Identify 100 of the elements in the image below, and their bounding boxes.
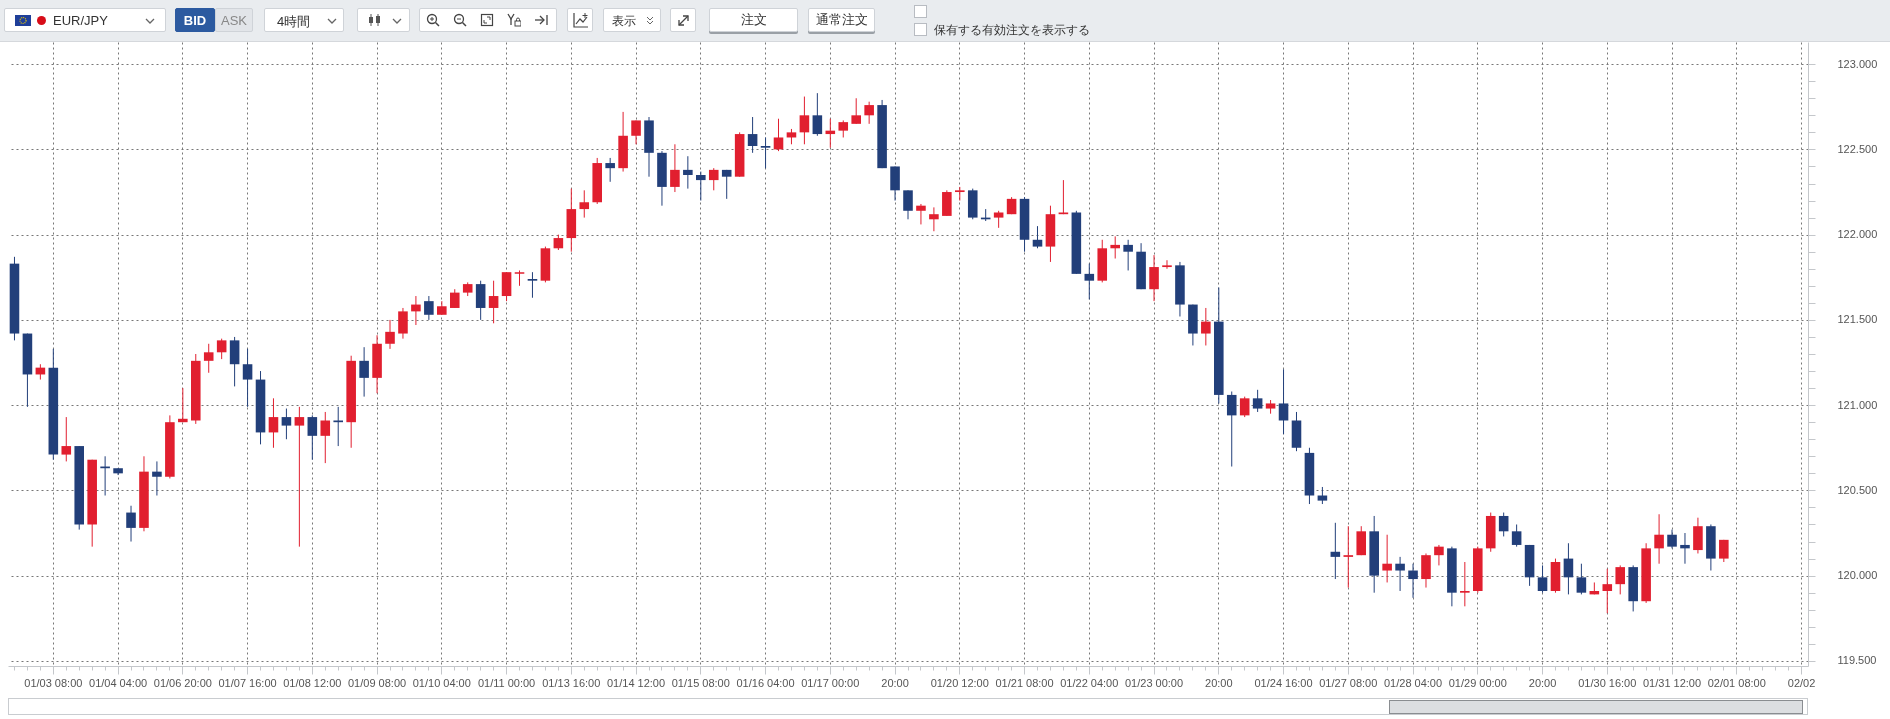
- x-tick-label: 01/08 12:00: [283, 676, 342, 689]
- y-tick-label: 122.000: [1837, 228, 1878, 241]
- candlestick: [488, 280, 499, 324]
- candlestick: [670, 143, 680, 193]
- candlestick: [903, 189, 913, 220]
- x-tick-label: 01/03 08:00: [24, 676, 83, 689]
- candlestick: [1498, 512, 1509, 537]
- x-tick-label: 01/27 08:00: [1319, 676, 1378, 689]
- candlestick: [398, 307, 408, 340]
- candlestick: [579, 189, 590, 219]
- x-tick-label: 02/02: [1787, 676, 1816, 689]
- candlestick: [1356, 525, 1367, 556]
- x-tick-label: 20:00: [1205, 676, 1233, 689]
- candlestick: [1226, 391, 1237, 468]
- candlestick: [320, 411, 331, 464]
- x-tick-label: 01/24 16:00: [1254, 676, 1313, 689]
- candlestick: [890, 165, 900, 202]
- candlestick: [359, 346, 369, 398]
- x-tick-label: 01/21 08:00: [995, 676, 1054, 689]
- candlestick: [203, 343, 214, 374]
- candlestick: [1654, 513, 1664, 565]
- x-tick-label: 01/13 16:00: [542, 676, 601, 689]
- candlestick: [916, 203, 926, 225]
- candlestick: [501, 271, 512, 302]
- y-tick-label: 123.000: [1837, 57, 1878, 70]
- text: 通常注文: [815, 11, 868, 29]
- candlestick: [61, 416, 72, 462]
- x-tick-label: 01/16 04:00: [736, 676, 795, 689]
- x-tick-label: 20:00: [881, 676, 909, 689]
- candlestick: [385, 319, 395, 350]
- candlestick: [683, 155, 693, 190]
- candlestick: [242, 348, 253, 408]
- candlestick: [1252, 389, 1263, 413]
- candlestick: [449, 288, 460, 309]
- text: 保有する有効注文を表示する: [934, 22, 1090, 39]
- x-tick-label: 01/23 00:00: [1124, 676, 1184, 689]
- chart-title: EUR/JPY: [53, 13, 108, 28]
- candlestick: [1330, 522, 1341, 580]
- candlestick: [178, 387, 188, 423]
- x-tick-label: 20:00: [1528, 676, 1557, 689]
- text: 注文: [740, 11, 767, 29]
- candlestick: [126, 505, 136, 543]
- candlestick: [307, 414, 318, 461]
- candlestick: [747, 116, 758, 154]
- y-tick-label: 121.000: [1837, 398, 1878, 411]
- candlestick: [411, 295, 421, 326]
- candlestick: [1343, 525, 1354, 589]
- x-tick-label: 01/14 12:00: [607, 676, 666, 689]
- candlestick: [1149, 254, 1159, 302]
- x-tick-label: 01/28 04:00: [1383, 676, 1443, 689]
- candlestick: [696, 171, 706, 202]
- candlestick: [708, 167, 719, 191]
- candlestick: [527, 271, 538, 299]
- candlestick: [1667, 529, 1677, 549]
- candlestick: [851, 97, 861, 125]
- candlestick: [1058, 179, 1069, 215]
- y-tick-label: 121.500: [1837, 313, 1878, 326]
- x-tick-label: 01/10 04:00: [412, 676, 471, 689]
- candlestick: [1693, 517, 1703, 554]
- candlestick: [1576, 563, 1587, 595]
- candlestick: [721, 169, 732, 200]
- candlestick: [1395, 556, 1405, 592]
- x-tick-label: 01/17 00:00: [801, 676, 860, 689]
- text: 表示: [612, 13, 636, 30]
- candlestick: [1162, 259, 1172, 270]
- x-tick-label: 01/04 04:00: [89, 676, 148, 689]
- candlestick: [424, 295, 434, 321]
- candlestick: [1084, 263, 1095, 300]
- candlestick: [514, 269, 525, 287]
- x-tick-label: 01/20 12:00: [930, 676, 989, 689]
- x-tick-label: 01/06 20:00: [153, 676, 212, 689]
- candlestick: [773, 118, 784, 152]
- candlestick: [1110, 235, 1120, 260]
- candlestick: [475, 280, 486, 321]
- candlestick: [281, 408, 292, 440]
- candlestick: [942, 189, 952, 217]
- candlestick: [1537, 564, 1548, 594]
- candlestick: [1382, 534, 1392, 583]
- candlestick: [799, 96, 810, 145]
- x-tick-label: 02/01 08:00: [1707, 676, 1766, 689]
- candlestick: [929, 206, 939, 232]
- y-tick-label: 120.000: [1837, 569, 1878, 582]
- candlestick: [1032, 225, 1043, 249]
- x-tick-label: 01/09 08:00: [348, 676, 407, 689]
- candlestick: [268, 397, 279, 449]
- candlestick: [333, 406, 344, 447]
- candlestick: [812, 92, 823, 137]
- candlestick: [1123, 239, 1133, 271]
- x-tick-label: 01/07 16:00: [218, 676, 277, 689]
- x-tick-label: 01/15 08:00: [671, 676, 730, 689]
- x-tick-label: 01/30 16:00: [1578, 676, 1637, 689]
- candlestick: [294, 406, 305, 548]
- x-tick-label: 01/11 00:00: [477, 676, 536, 689]
- candlestick: [1421, 552, 1431, 589]
- candlestick: [1511, 523, 1522, 548]
- x-tick-label: 01/29 00:00: [1448, 676, 1507, 689]
- y-tick-label: 119.500: [1837, 654, 1877, 667]
- candlestick: [152, 460, 162, 497]
- candlestick: [229, 336, 240, 387]
- candlestick: [1460, 561, 1470, 607]
